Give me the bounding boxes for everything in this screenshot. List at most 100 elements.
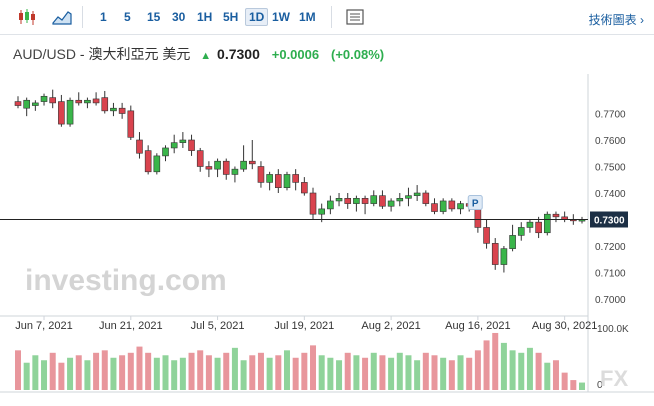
candle-body [92, 98, 100, 104]
candle[interactable] [136, 132, 143, 159]
candle[interactable] [118, 102, 126, 119]
volume-bar [231, 347, 238, 390]
volume-bar [353, 355, 360, 390]
candle-body [405, 195, 412, 199]
candle[interactable] [205, 161, 213, 178]
volume-bar [474, 350, 481, 390]
volume-bar [379, 355, 386, 390]
candle[interactable] [405, 187, 412, 207]
candle[interactable] [457, 200, 464, 215]
volume-bar [336, 360, 343, 390]
candle[interactable] [578, 216, 586, 224]
candle-body [301, 182, 308, 194]
candle[interactable] [58, 94, 65, 127]
candle[interactable] [292, 169, 299, 191]
candle[interactable] [170, 134, 178, 154]
candle[interactable] [413, 185, 421, 201]
candle[interactable] [335, 193, 343, 207]
candle[interactable] [153, 153, 161, 175]
candle[interactable] [275, 169, 282, 193]
candle[interactable] [257, 161, 265, 188]
candle[interactable] [144, 145, 152, 175]
candle-body [413, 192, 421, 196]
candle[interactable] [561, 211, 568, 223]
candle[interactable] [231, 166, 239, 183]
data-table-icon[interactable] [345, 8, 365, 26]
candle[interactable] [517, 222, 525, 241]
candle[interactable] [370, 190, 378, 207]
candle[interactable] [431, 198, 438, 215]
candle[interactable] [40, 93, 48, 106]
candle[interactable] [448, 198, 456, 212]
candle[interactable] [439, 198, 447, 215]
candle[interactable] [240, 145, 247, 172]
candle[interactable] [196, 147, 204, 172]
candle[interactable] [214, 158, 221, 178]
candle[interactable] [101, 90, 109, 114]
candle-body [387, 200, 395, 207]
candle[interactable] [23, 97, 30, 117]
volume-axis-max-label: 100.0K [597, 324, 629, 335]
volume-bar [440, 357, 447, 390]
technical-chart-link[interactable]: 技術圖表 › [588, 13, 644, 27]
candle[interactable] [110, 102, 117, 117]
timeframe-5h[interactable]: 5H [223, 10, 239, 24]
candle[interactable] [32, 100, 39, 111]
candle[interactable] [84, 97, 91, 109]
candle[interactable] [500, 246, 508, 273]
candle[interactable] [283, 171, 291, 191]
candle[interactable] [162, 145, 169, 162]
candle[interactable] [543, 211, 551, 236]
candle[interactable] [387, 198, 395, 212]
candle[interactable] [127, 105, 135, 140]
event-marker[interactable] [467, 195, 483, 210]
candle[interactable] [361, 195, 369, 215]
volume-bar [301, 352, 308, 390]
y-tick-label: 0.7500 [595, 163, 626, 174]
candle[interactable] [491, 238, 499, 270]
timeframe-30[interactable]: 30 [172, 10, 186, 24]
candle[interactable] [309, 187, 317, 220]
candle-body [517, 227, 525, 236]
timeframe-1h[interactable]: 1H [197, 10, 213, 24]
candle[interactable] [396, 193, 404, 207]
volume-bar [370, 352, 377, 390]
timeframe-1[interactable]: 1 [100, 10, 107, 24]
candle[interactable] [552, 211, 560, 223]
candle[interactable] [248, 140, 256, 170]
candle[interactable] [344, 193, 352, 209]
volume-bar [249, 355, 256, 390]
y-tick-label: 0.7000 [595, 295, 626, 306]
area-chart-icon[interactable] [52, 8, 72, 26]
timeframe-1m[interactable]: 1M [299, 10, 316, 24]
volume-bar [257, 352, 264, 390]
candle[interactable] [509, 224, 516, 252]
volume-bar [58, 362, 65, 390]
candle-body [526, 221, 534, 228]
candle[interactable] [526, 219, 534, 233]
candle[interactable] [66, 97, 74, 127]
candle[interactable] [301, 177, 308, 196]
candle[interactable] [327, 195, 334, 215]
candle[interactable] [422, 190, 430, 207]
candlestick-icon[interactable] [17, 8, 37, 26]
volume-bar [93, 352, 100, 390]
candle[interactable] [75, 92, 83, 106]
candle[interactable] [188, 134, 195, 156]
candle[interactable] [266, 171, 273, 191]
candle-body [257, 166, 265, 183]
timeframe-1w[interactable]: 1W [272, 10, 290, 24]
candle[interactable] [92, 92, 100, 106]
timeframe-1d[interactable]: 1D [245, 8, 269, 26]
candle[interactable] [49, 89, 57, 109]
candle[interactable] [483, 219, 490, 249]
candle[interactable] [535, 216, 542, 239]
candle[interactable] [222, 158, 230, 180]
timeframe-15[interactable]: 15 [147, 10, 161, 24]
candle[interactable] [379, 190, 386, 209]
candle[interactable] [353, 195, 360, 212]
candle[interactable] [179, 132, 187, 148]
candle[interactable] [14, 96, 22, 109]
timeframe-5[interactable]: 5 [124, 10, 131, 24]
